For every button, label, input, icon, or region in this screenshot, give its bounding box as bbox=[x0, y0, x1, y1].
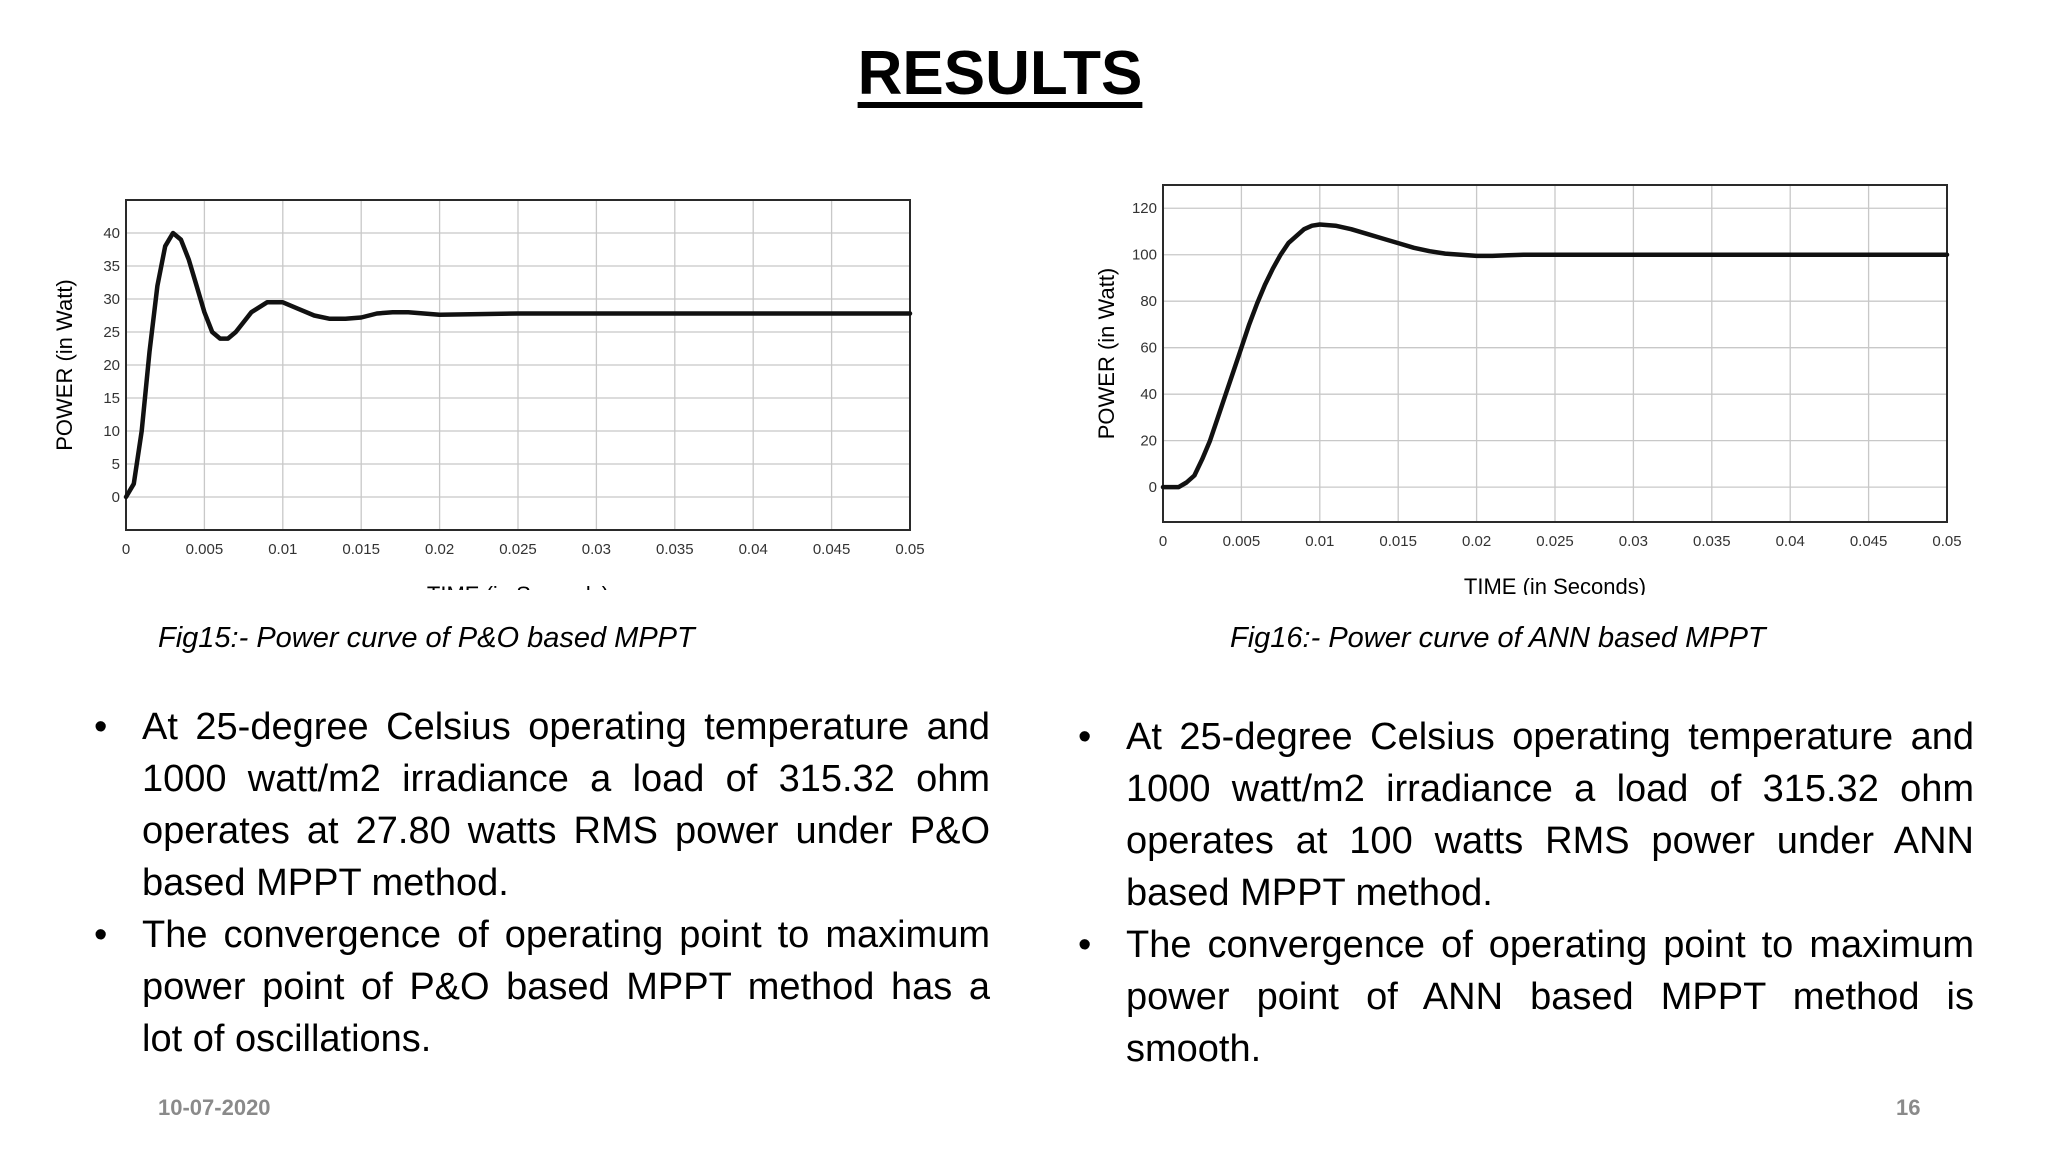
x-tick-label: 0.025 bbox=[1536, 533, 1574, 550]
y-tick-label: 10 bbox=[103, 423, 120, 440]
footer-date: 10-07-2020 bbox=[158, 1095, 271, 1120]
x-tick-label: 0.005 bbox=[186, 541, 224, 558]
series-line bbox=[123, 230, 913, 500]
x-tick-label: 0.035 bbox=[656, 541, 694, 558]
bullet-item: The convergence of operating point to ma… bbox=[84, 909, 990, 1065]
figure-caption-left: Fig15:- Power curve of P&O based MPPT bbox=[158, 622, 695, 654]
y-tick-label: 20 bbox=[103, 357, 120, 374]
y-tick-label: 5 bbox=[112, 456, 120, 473]
x-tick-label: 0.015 bbox=[1379, 533, 1417, 550]
ann-power-chart: 0 0.005 0.01 0.015 0.02 0.025 0.03 0.035 0.04 0.0… bbox=[1094, 184, 1962, 595]
x-tick-label: 0.04 bbox=[1776, 533, 1805, 550]
y-tick-label: 0 bbox=[1149, 479, 1157, 496]
series-line bbox=[1160, 222, 1950, 490]
y-tick-label: 35 bbox=[103, 258, 120, 275]
pno-power-chart: 0 0.005 0.01 0.015 0.02 0.025 0.03 0.035 0.04 0.0… bbox=[52, 199, 925, 590]
x-tick-label: 0.045 bbox=[813, 541, 851, 558]
bullet-list-left: At 25-degree Celsius operating temperatu… bbox=[84, 701, 990, 1065]
bullet-list-right: At 25-degree Celsius operating temperatu… bbox=[1068, 711, 1974, 1075]
y-tick-label: 60 bbox=[1140, 340, 1157, 357]
x-axis-label: TIME (in Seconds) bbox=[1464, 574, 1646, 595]
plot-frame bbox=[1162, 184, 1948, 523]
y-tick-label: 15 bbox=[103, 390, 120, 407]
y-tick-label: 120 bbox=[1132, 200, 1157, 217]
bullet-item: The convergence of operating point to ma… bbox=[1068, 919, 1974, 1075]
x-tick-label: 0.005 bbox=[1223, 533, 1261, 550]
y-axis-label: POWER (in Watt) bbox=[52, 279, 77, 451]
y-tick-label: 40 bbox=[103, 225, 120, 242]
x-tick-label: 0.02 bbox=[1462, 533, 1491, 550]
y-axis-label: POWER (in Watt) bbox=[1094, 268, 1119, 440]
x-tick-label: 0.02 bbox=[425, 541, 454, 558]
page-number: 16 bbox=[1896, 1095, 1921, 1120]
x-tick-label: 0.025 bbox=[499, 541, 537, 558]
x-tick-label: 0.015 bbox=[342, 541, 380, 558]
x-tick-label: 0 bbox=[1159, 533, 1167, 550]
page-title: RESULTS bbox=[857, 39, 1143, 108]
y-tick-label: 30 bbox=[103, 291, 120, 308]
y-tick-label: 25 bbox=[103, 324, 120, 341]
x-tick-label: 0.03 bbox=[582, 541, 611, 558]
x-tick-label: 0.04 bbox=[739, 541, 768, 558]
x-tick-label: 0.035 bbox=[1693, 533, 1731, 550]
x-tick-label: 0.05 bbox=[1932, 533, 1961, 550]
y-tick-label: 0 bbox=[112, 489, 120, 506]
y-tick-label: 100 bbox=[1132, 247, 1157, 264]
bullet-item: At 25-degree Celsius operating temperatu… bbox=[1068, 711, 1974, 919]
x-tick-label: 0.01 bbox=[1305, 533, 1334, 550]
figure-caption-right: Fig16:- Power curve of ANN based MPPT bbox=[1230, 622, 1766, 654]
bullet-item: At 25-degree Celsius operating temperatu… bbox=[84, 701, 990, 909]
x-tick-label: 0.03 bbox=[1619, 533, 1648, 550]
plot-frame bbox=[125, 199, 911, 531]
x-tick-label: 0.05 bbox=[895, 541, 924, 558]
x-axis-label: TIME (in Seconds) bbox=[427, 582, 609, 590]
y-tick-label: 20 bbox=[1140, 433, 1157, 450]
x-tick-label: 0 bbox=[122, 541, 130, 558]
x-tick-label: 0.045 bbox=[1850, 533, 1888, 550]
y-tick-label: 80 bbox=[1140, 293, 1157, 310]
y-tick-label: 40 bbox=[1140, 386, 1157, 403]
x-tick-label: 0.01 bbox=[268, 541, 297, 558]
